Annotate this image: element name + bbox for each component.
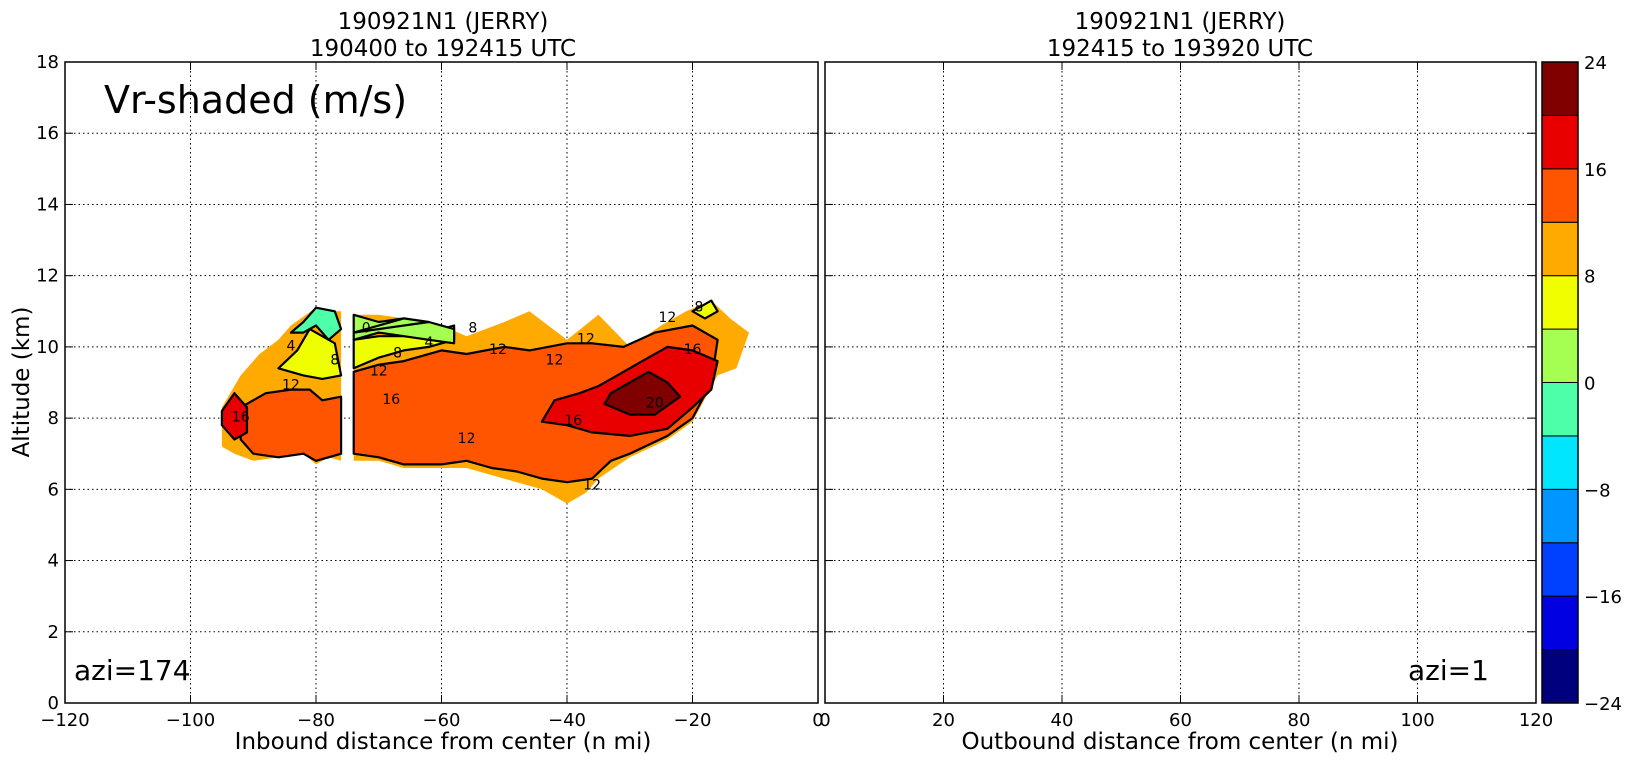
colorbar-segment: [1541, 595, 1579, 651]
velocity-region-12-16: [239, 388, 343, 462]
left-x-ticks: −120 −100 −80 −60 −40 −20 0: [40, 61, 824, 731]
contour-label: 12: [282, 378, 300, 394]
colorbar-segment: [1541, 275, 1579, 330]
colorbar-segment: [1541, 114, 1579, 170]
contour-label: 12: [577, 331, 595, 347]
contour-label: 20: [646, 395, 664, 411]
contour-label: 8: [468, 321, 477, 337]
colorbar-segment: [1541, 382, 1579, 437]
contour-label: 16: [232, 410, 250, 426]
left-y-tick-label: 14: [36, 194, 59, 215]
left-x-tick-label: −20: [674, 710, 712, 731]
colorbar-segment: [1541, 488, 1579, 544]
contour-label: 12: [583, 477, 601, 493]
colorbar-segment: [1541, 168, 1579, 223]
colorbar-tick-labels: 24 16 8 0 −8 −16 −24: [1584, 53, 1622, 715]
contour-label: 8: [330, 353, 339, 369]
right-x-tick-label: 80: [1288, 710, 1311, 731]
contour-label: 16: [564, 413, 582, 429]
outbound-panel: 190921N1 (JERRY) 192415 to 193920 UTC 0 2…: [819, 9, 1553, 755]
left-x-tick-label: −100: [166, 710, 215, 731]
left-y-axis-label: Altitude (km): [9, 307, 35, 458]
contour-label: 8: [393, 346, 402, 362]
left-x-axis-label: Inbound distance from center (n mi): [235, 729, 652, 755]
left-y-tick-label: 8: [48, 408, 59, 429]
contour-label: 12: [458, 431, 476, 447]
left-title-line2: 190400 to 192415 UTC: [310, 36, 576, 62]
right-grid: [825, 62, 1536, 703]
left-y-tick-label: 18: [36, 52, 59, 73]
velocity-region--4-0: [289, 306, 343, 341]
right-x-tick-label: 40: [1051, 710, 1074, 731]
velocity-region-4-8: [277, 328, 343, 380]
colorbar-segment: [1541, 61, 1579, 116]
right-x-tick-label: 20: [932, 710, 955, 731]
contour-label: 16: [684, 342, 702, 358]
left-y-tick-label: 2: [48, 622, 59, 643]
colorbar-tick-label: 16: [1584, 160, 1607, 181]
colorbar-tick-label: −24: [1584, 694, 1622, 715]
right-x-ticks: 0 20 40 60 80 100 120: [819, 61, 1553, 731]
velocity-region-20-24: [603, 370, 682, 416]
left-velocity-field: [220, 299, 749, 504]
velocity-region-16-20: [220, 392, 249, 441]
colorbar-frame: [1541, 61, 1579, 704]
left-x-tick-label: −120: [40, 710, 89, 731]
colorbar: [1541, 61, 1579, 704]
left-y-tick-label: 16: [36, 123, 59, 144]
right-azimuth-label: azi=1: [1408, 654, 1489, 687]
colorbar-tick-label: −16: [1584, 587, 1622, 608]
right-x-tick-label: 100: [1400, 710, 1434, 731]
colorbar-tick-label: 24: [1584, 53, 1607, 74]
right-title-line1: 190921N1 (JERRY): [1075, 9, 1286, 35]
contour-label: 4: [286, 338, 295, 354]
left-y-ticks: 0 2 4 6 8 10 12 14 16 18: [36, 52, 59, 714]
velocity-region-4-8: [691, 299, 719, 320]
colorbar-segment: [1541, 542, 1579, 597]
colorbar-segment: [1541, 649, 1579, 704]
left-y-tick-label: 12: [36, 266, 59, 287]
colorbar-segment: [1541, 435, 1579, 490]
colorbar-tick-label: −8: [1584, 480, 1611, 501]
right-x-tick-label: 0: [819, 710, 830, 731]
colorbar-segment: [1541, 328, 1579, 384]
left-x-tick-label: −60: [423, 710, 461, 731]
left-azimuth-label: azi=174: [74, 654, 191, 687]
left-x-tick-label: 0: [812, 710, 823, 731]
right-title-line2: 192415 to 193920 UTC: [1047, 36, 1313, 62]
left-y-tick-label: 10: [36, 337, 59, 358]
right-x-axis-label: Outbound distance from center (n mi): [962, 729, 1399, 755]
right-x-tick-label: 60: [1169, 710, 1192, 731]
left-title-line1: 190921N1 (JERRY): [338, 9, 549, 35]
contour-label: 0: [362, 321, 371, 337]
left-y-tick-label: 0: [48, 693, 59, 714]
contour-label: 12: [658, 310, 676, 326]
contour-label: 8: [694, 299, 703, 315]
contour-label: 12: [370, 363, 388, 379]
panel-label: Vr-shaded (m/s): [104, 78, 407, 122]
contour-label: 12: [489, 342, 507, 358]
left-y-tick-label: 4: [48, 551, 59, 572]
left-y-tick-label: 6: [48, 479, 59, 500]
contour-label: 4: [424, 335, 433, 351]
left-x-tick-label: −40: [548, 710, 586, 731]
colorbar-tick-label: 0: [1584, 374, 1595, 395]
contour-label: 16: [382, 392, 400, 408]
inbound-panel: 190921N1 (JERRY) 190400 to 192415 UTC 16…: [9, 9, 824, 755]
left-x-tick-label: −80: [297, 710, 335, 731]
contour-label: 12: [546, 353, 564, 369]
right-x-tick-label: 120: [1519, 710, 1553, 731]
colorbar-segment: [1541, 221, 1579, 277]
left-contour-labels: 16 12 4 8 12 16 0 8 4 8 12 12 12 12 12 16 16 20 12 8: [232, 299, 703, 493]
velocity-region-0-4: [352, 313, 456, 345]
colorbar-tick-label: 8: [1584, 267, 1595, 288]
